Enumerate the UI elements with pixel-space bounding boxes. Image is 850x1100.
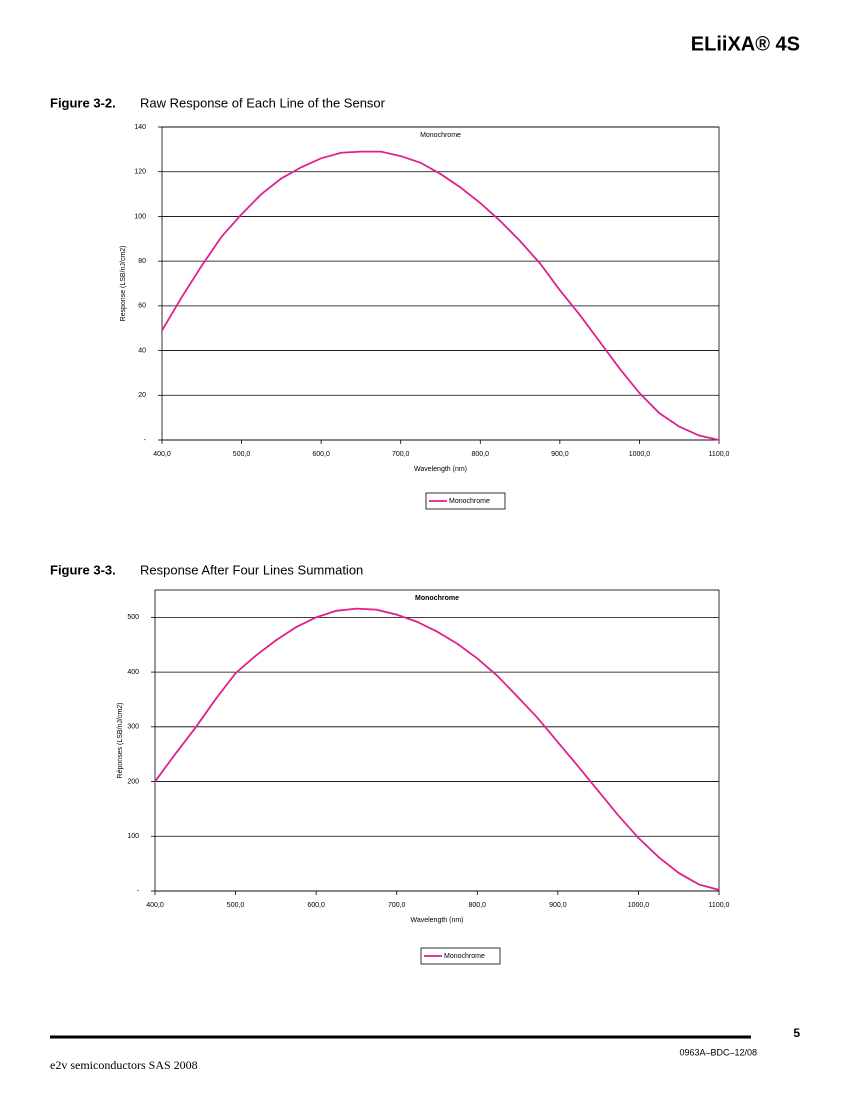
x-tick-label: 400,0 xyxy=(146,902,164,909)
x-tick-label: 800,0 xyxy=(469,902,487,909)
y-tick-label: 100 xyxy=(134,213,146,220)
x-tick-label: 1100,0 xyxy=(709,451,730,458)
x-tick-label: 500,0 xyxy=(233,451,251,458)
copyright: e2v semiconductors SAS 2008 xyxy=(50,1058,198,1072)
figure-label: Figure 3-2. xyxy=(50,95,116,110)
x-tick-label: 600,0 xyxy=(307,902,325,909)
y-tick-label: 200 xyxy=(127,778,139,785)
y-tick-label: 80 xyxy=(138,258,146,265)
y-tick-label: 300 xyxy=(127,724,139,731)
x-tick-label: 900,0 xyxy=(549,902,567,909)
x-tick-label: 400,0 xyxy=(153,451,171,458)
page-number: 5 xyxy=(793,1026,800,1040)
x-tick-label: 700,0 xyxy=(392,451,410,458)
y-tick-label: - xyxy=(137,888,140,895)
plot-frame xyxy=(161,126,720,441)
legend-box xyxy=(425,492,506,510)
x-tick-label: 600,0 xyxy=(312,451,330,458)
chart-title: Monochrome xyxy=(420,132,461,139)
figure-caption: Response After Four Lines Summation xyxy=(140,562,363,577)
x-tick-label: 1100,0 xyxy=(709,902,730,909)
data-line xyxy=(154,607,720,891)
x-tick-label: 1000,0 xyxy=(629,451,651,458)
figure-caption: Raw Response of Each Line of the Sensor xyxy=(140,95,386,110)
x-tick-label: 700,0 xyxy=(388,902,406,909)
plot-frame xyxy=(154,589,720,892)
y-axis-label: Response (LSB/nJ/cm2) xyxy=(120,246,127,322)
x-axis-label: Wavelength (nm) xyxy=(410,917,463,924)
figure-label: Figure 3-3. xyxy=(50,562,116,577)
header-title: ELiiXA® 4S xyxy=(691,33,800,55)
y-tick-label: 60 xyxy=(138,303,146,310)
y-tick-label: 40 xyxy=(138,347,146,354)
y-tick-label: 20 xyxy=(138,392,146,399)
y-axis-label: Réponses (LSB/nJ/cm2) xyxy=(117,703,124,779)
legend-label: Monochrome xyxy=(444,953,485,960)
x-tick-label: 500,0 xyxy=(227,902,245,909)
y-tick-label: 140 xyxy=(134,124,146,131)
legend-label: Monochrome xyxy=(449,498,490,505)
legend-box xyxy=(420,947,501,965)
doc-id: 0963A–BDC–12/08 xyxy=(679,1047,757,1057)
y-tick-label: 120 xyxy=(134,169,146,176)
data-line xyxy=(161,150,720,441)
y-tick-label: - xyxy=(144,437,147,444)
x-axis-label: Wavelength (nm) xyxy=(414,466,467,473)
y-tick-label: 100 xyxy=(127,833,139,840)
y-tick-label: 400 xyxy=(127,669,139,676)
y-tick-label: 500 xyxy=(127,614,139,621)
x-tick-label: 800,0 xyxy=(472,451,490,458)
chart-title: Monochrome xyxy=(415,595,459,602)
x-tick-label: 900,0 xyxy=(551,451,569,458)
x-tick-label: 1000,0 xyxy=(628,902,650,909)
